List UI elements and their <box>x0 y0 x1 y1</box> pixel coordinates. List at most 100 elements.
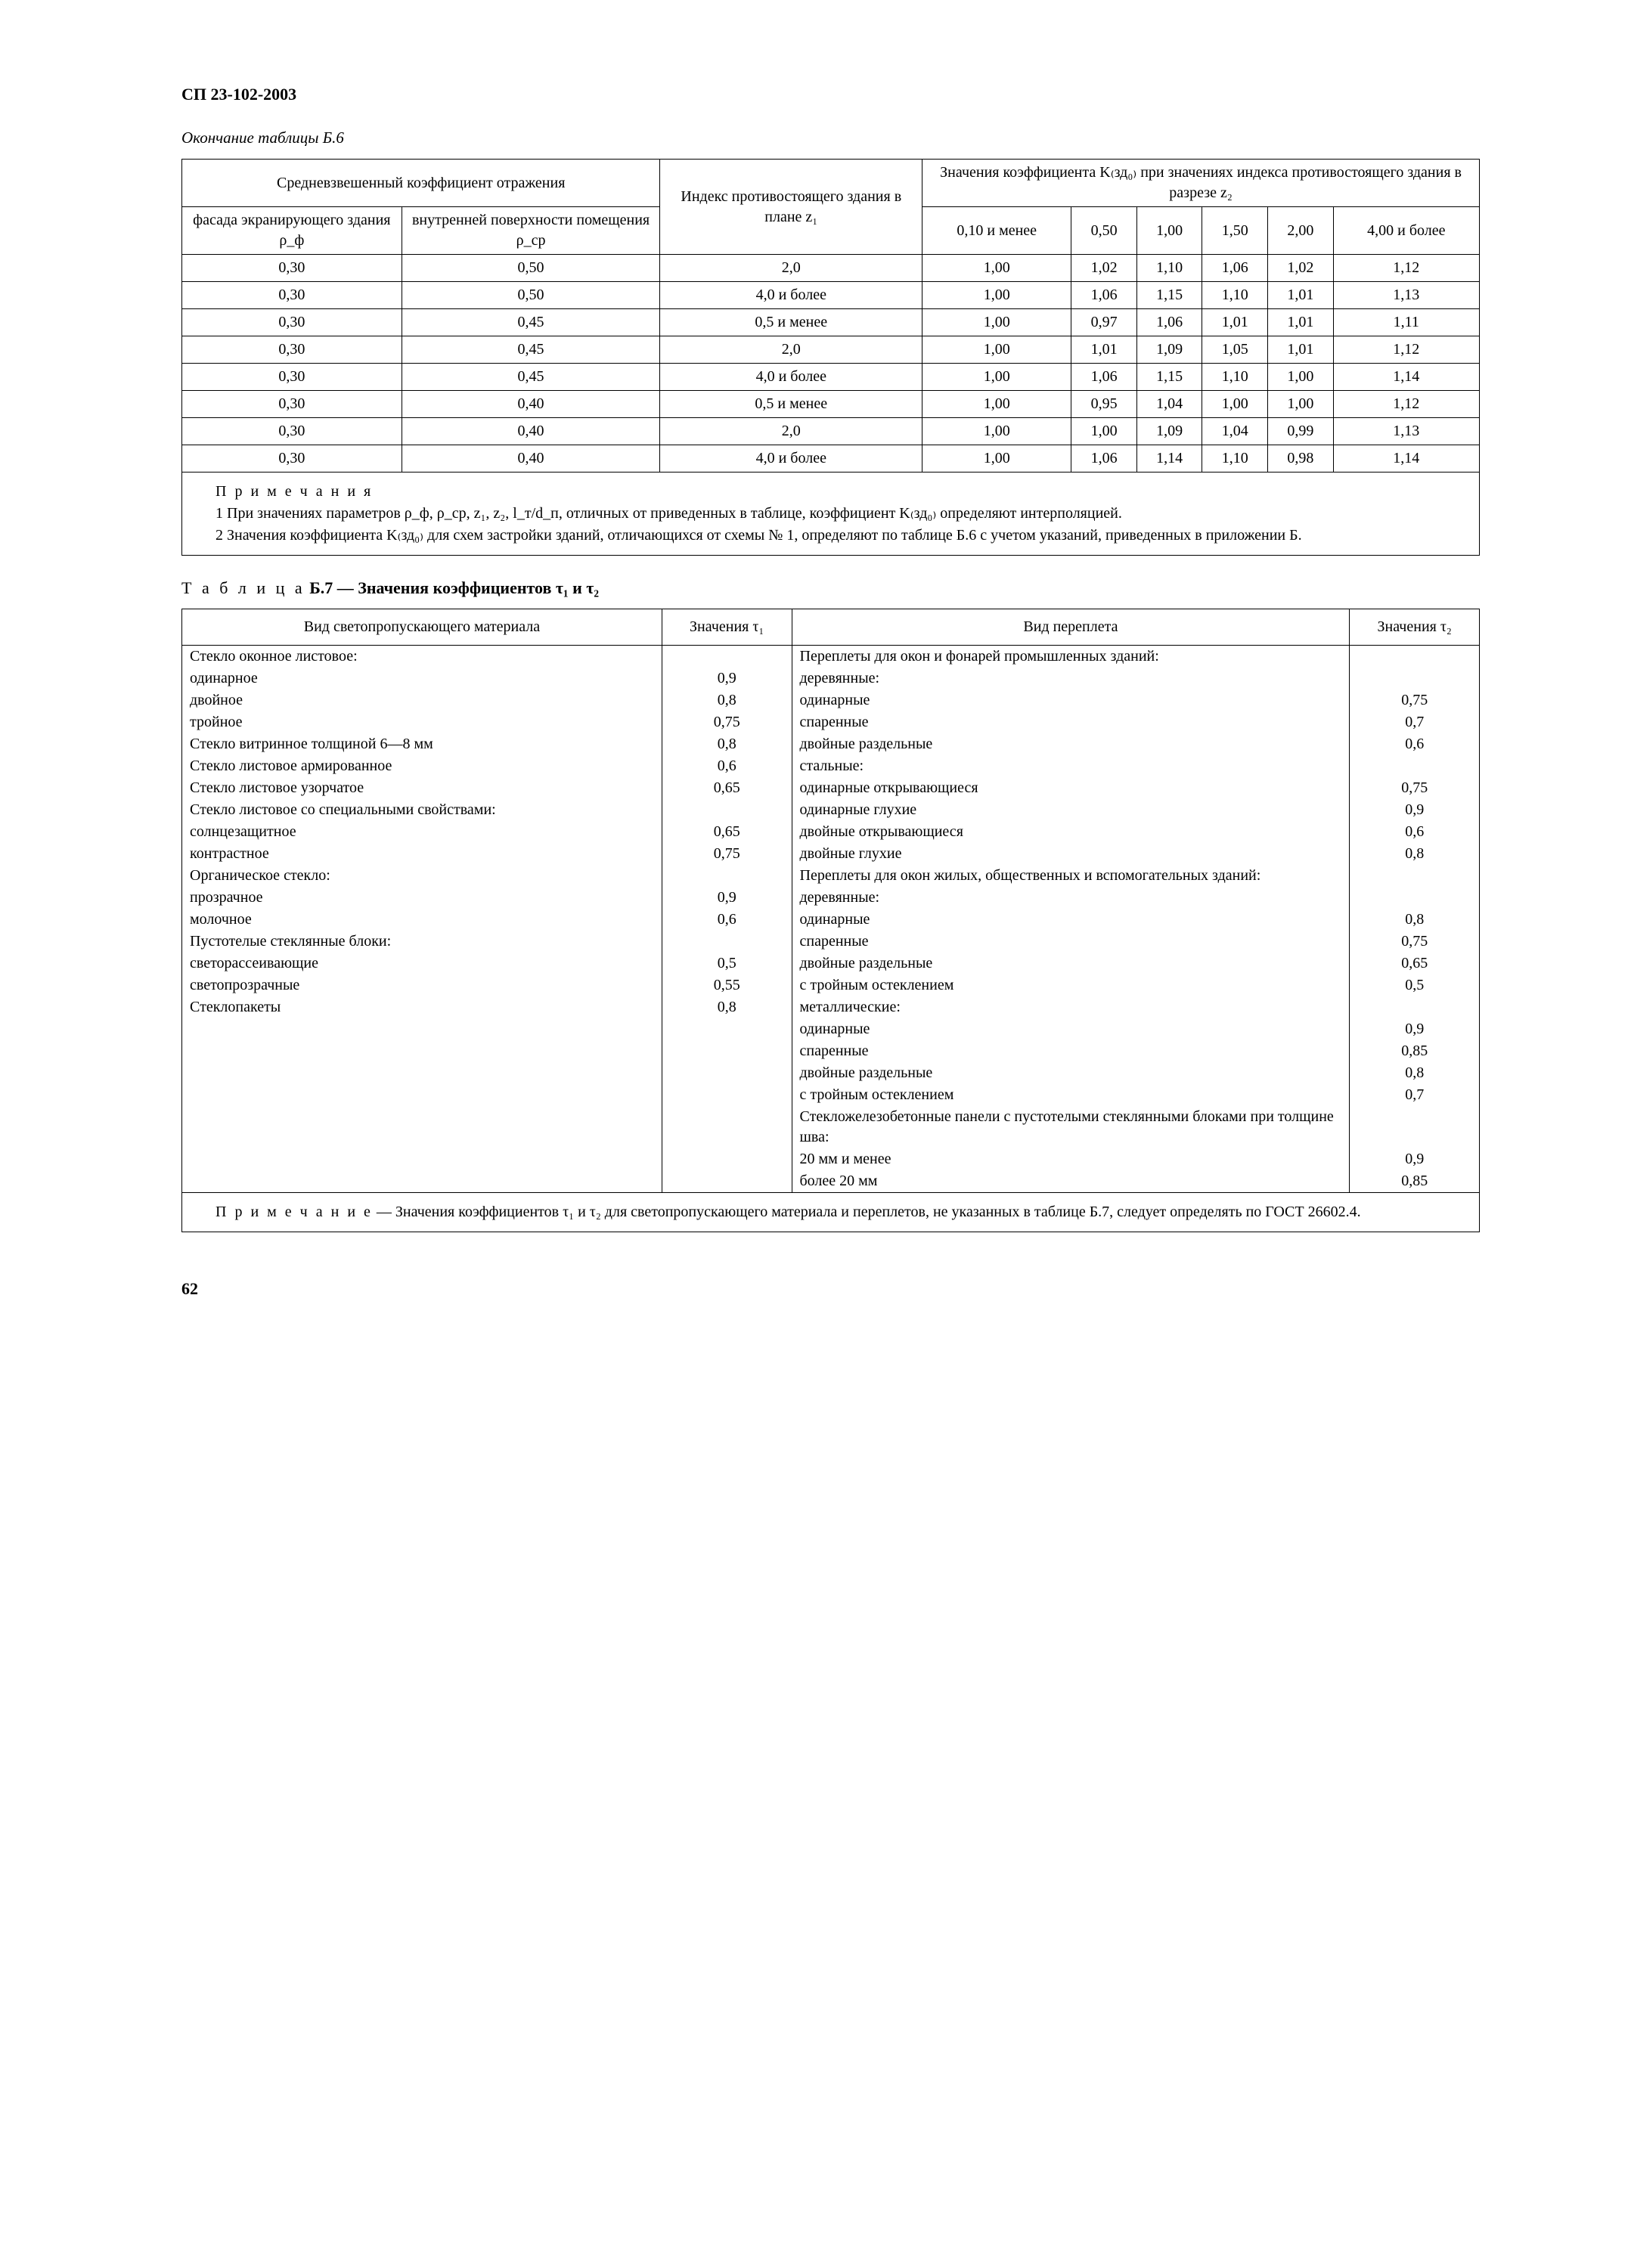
table-cell: 0,5 и менее <box>660 309 922 336</box>
frame-cell: одинарные открывающиеся <box>792 777 1350 799</box>
table-row: Стекло листовое узорчатое0,65одинарные о… <box>182 777 1480 799</box>
tau1-cell <box>662 865 792 887</box>
table-cell: 0,5 и менее <box>660 391 922 418</box>
table-cell: 1,01 <box>1268 282 1334 309</box>
table-row: 0,300,402,01,001,001,091,040,991,13 <box>182 418 1480 445</box>
table-cell: 1,00 <box>922 391 1071 418</box>
material-cell: солнцезащитное <box>182 821 662 843</box>
table-cell: 1,10 <box>1202 445 1268 472</box>
table-row: солнцезащитное0,65двойные открывающиеся0… <box>182 821 1480 843</box>
tau1-cell: 0,9 <box>662 668 792 689</box>
table-cell: 1,14 <box>1333 445 1479 472</box>
table-cell: 1,09 <box>1136 336 1202 364</box>
material-cell: Стеклопакеты <box>182 996 662 1018</box>
table-b7-title: Т а б л и ц а Б.7 — Значения коэффициент… <box>181 577 1480 600</box>
frame-cell: более 20 мм <box>792 1170 1350 1193</box>
table-cell: 1,01 <box>1268 336 1334 364</box>
table-b7-body: Стекло оконное листовое: Переплеты для ок… <box>182 645 1480 1192</box>
frame-cell: двойные раздельные <box>792 733 1350 755</box>
table-row: 0,300,450,5 и менее1,000,971,061,011,011… <box>182 309 1480 336</box>
table-cell: 1,06 <box>1071 364 1137 391</box>
b7-note-text: — Значения коэффициентов τ₁ и τ₂ для све… <box>373 1204 1361 1220</box>
table-cell: 1,12 <box>1333 255 1479 282</box>
tau2-cell: 0,8 <box>1350 909 1480 931</box>
frame-cell: стальные: <box>792 755 1350 777</box>
tau1-cell: 0,55 <box>662 974 792 996</box>
table-row: 0,300,454,0 и более1,001,061,151,101,001… <box>182 364 1480 391</box>
material-cell: Стекло витринное толщиной 6—8 мм <box>182 733 662 755</box>
b6-col-z2-2: 1,00 <box>1136 207 1202 255</box>
table-cell: 2,0 <box>660 418 922 445</box>
tau2-cell: 0,9 <box>1350 1018 1480 1040</box>
tau1-cell <box>662 1084 792 1106</box>
b7-title-rest: Б.7 — Значения коэффициентов τ₁ и τ₂ <box>305 578 599 597</box>
material-cell: Стекло листовое со специальными свойства… <box>182 799 662 821</box>
table-cell: 0,95 <box>1071 391 1137 418</box>
table-cell: 0,40 <box>402 418 660 445</box>
table-cell: 0,99 <box>1268 418 1334 445</box>
table-b7: Вид светопропускающего материала Значени… <box>181 609 1480 1193</box>
table-cell: 0,98 <box>1268 445 1334 472</box>
material-cell: Стекло оконное листовое: <box>182 645 662 668</box>
frame-cell: двойные раздельные <box>792 1062 1350 1084</box>
tau1-cell: 0,5 <box>662 953 792 974</box>
material-cell <box>182 1040 662 1062</box>
table-cell: 1,00 <box>1202 391 1268 418</box>
table-cell: 1,09 <box>1136 418 1202 445</box>
table-cell: 4,0 и более <box>660 364 922 391</box>
b6-col-z2-5: 4,00 и более <box>1333 207 1479 255</box>
table-row: молочное0,6одинарные0,8 <box>182 909 1480 931</box>
frame-cell: спаренные <box>792 711 1350 733</box>
frame-cell: Переплеты для окон и фонарей промыш­ленн… <box>792 645 1350 668</box>
tau2-cell: 0,5 <box>1350 974 1480 996</box>
frame-cell: деревянные: <box>792 887 1350 909</box>
table-row: тройное0,75спаренные0,7 <box>182 711 1480 733</box>
table-cell: 1,14 <box>1333 364 1479 391</box>
table-cell: 1,00 <box>922 255 1071 282</box>
material-cell: светорассеивающие <box>182 953 662 974</box>
b6-hdr-values-group: Значения коэффициента K₍зд₀₎ при значени… <box>922 160 1480 207</box>
table-cell: 1,12 <box>1333 391 1479 418</box>
tau2-cell: 0,7 <box>1350 1084 1480 1106</box>
tau2-cell: 0,6 <box>1350 733 1480 755</box>
b6-col-z2-1: 0,50 <box>1071 207 1137 255</box>
table-row: 0,300,400,5 и менее1,000,951,041,001,001… <box>182 391 1480 418</box>
tau1-cell <box>662 1170 792 1193</box>
frame-cell: Переплеты для окон жилых, общественных и… <box>792 865 1350 887</box>
material-cell <box>182 1084 662 1106</box>
table-cell: 1,00 <box>922 364 1071 391</box>
material-cell: контрастное <box>182 843 662 865</box>
tau2-cell: 0,9 <box>1350 799 1480 821</box>
table-row: 20 мм и менее0,9 <box>182 1148 1480 1170</box>
tau2-cell <box>1350 996 1480 1018</box>
material-cell: прозрачное <box>182 887 662 909</box>
material-cell <box>182 1062 662 1084</box>
b7-hdr-material: Вид светопропускающего материала <box>182 609 662 645</box>
table-row: прозрачное0,9деревянные: <box>182 887 1480 909</box>
table-row: контрастное0,75двойные глухие0,8 <box>182 843 1480 865</box>
table-row: двойные раздельные0,8 <box>182 1062 1480 1084</box>
table-row: 0,300,504,0 и более1,001,061,151,101,011… <box>182 282 1480 309</box>
table-row: Стекложелезобетонные панели с пустотелы­… <box>182 1106 1480 1148</box>
tau2-cell: 0,8 <box>1350 843 1480 865</box>
tau2-cell <box>1350 865 1480 887</box>
table-cell: 1,13 <box>1333 282 1479 309</box>
material-cell: молочное <box>182 909 662 931</box>
b7-title-spaced: Т а б л и ц а <box>181 578 305 597</box>
table-row: Стекло листовое со специальными свойства… <box>182 799 1480 821</box>
frame-cell: Стекложелезобетонные панели с пустотелы­… <box>792 1106 1350 1148</box>
table-cell: 1,06 <box>1071 445 1137 472</box>
table-cell: 0,40 <box>402 445 660 472</box>
tau1-cell <box>662 1040 792 1062</box>
table-cell: 1,00 <box>922 309 1071 336</box>
frame-cell: двойные раздельные <box>792 953 1350 974</box>
material-cell <box>182 1018 662 1040</box>
table-row: двойное0,8одинарные0,75 <box>182 689 1480 711</box>
table-cell: 0,30 <box>182 255 402 282</box>
frame-cell: одинарные глухие <box>792 799 1350 821</box>
tau1-cell: 0,65 <box>662 821 792 843</box>
document-code: СП 23-102-2003 <box>181 83 1480 106</box>
tau2-cell: 0,65 <box>1350 953 1480 974</box>
table-row: Стекло витринное толщиной 6—8 мм0,8двойн… <box>182 733 1480 755</box>
table-row: одинарное0,9деревянные: <box>182 668 1480 689</box>
